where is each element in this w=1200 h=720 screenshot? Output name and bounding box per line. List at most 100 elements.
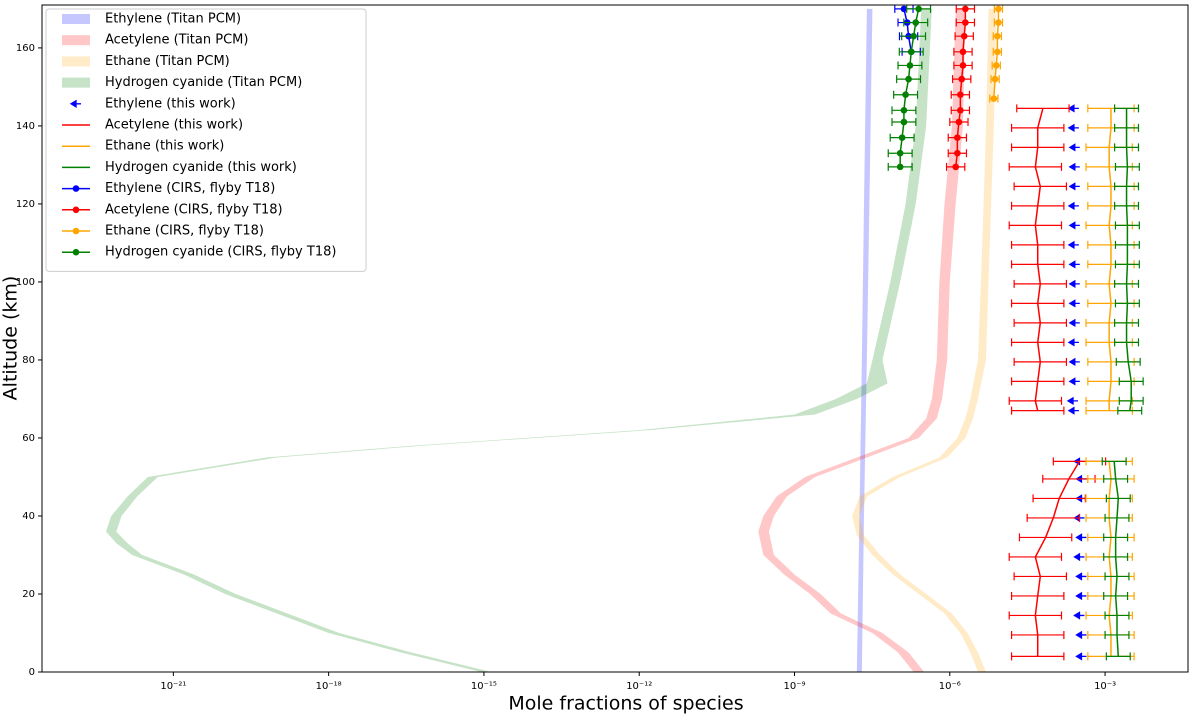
x-tick-label: 10⁻³ [1094, 681, 1116, 692]
legend-label: Ethane (CIRS, flyby T18) [105, 224, 264, 239]
error-bar [1114, 299, 1140, 308]
error-bar [1101, 457, 1127, 466]
error-bar [1010, 143, 1065, 152]
x-axis-label: Mole fractions of species [508, 693, 743, 715]
legend-label: Ethylene (Titan PCM) [105, 12, 241, 27]
error-bar [1114, 162, 1140, 171]
marker [896, 149, 904, 157]
error-bar [1010, 377, 1065, 386]
profile-line [903, 8, 912, 52]
error-bar [1114, 279, 1140, 288]
marker [955, 118, 963, 126]
upper-limit-marker [1067, 201, 1079, 211]
upper-limit-marker [1068, 182, 1080, 191]
marker [906, 62, 914, 69]
marker [962, 5, 969, 13]
y-tick-label: 60 [22, 433, 35, 444]
error-bar [1103, 533, 1129, 542]
error-bar [1010, 652, 1065, 661]
error-bar [1114, 104, 1140, 113]
legend-label: Acetylene (this work) [105, 118, 243, 133]
error-bar [1013, 182, 1068, 191]
error-bar [1117, 406, 1143, 415]
legend-marker [72, 206, 80, 214]
legend-label: Ethylene (CIRS, flyby T18) [105, 181, 275, 196]
legend-label: Hydrogen cyanide (Titan PCM) [105, 75, 302, 90]
x-tick-label: 10⁻²¹ [160, 681, 186, 692]
upper-limit-marker [1068, 143, 1080, 152]
legend-marker [69, 99, 81, 108]
upper-limit-marker [1068, 260, 1080, 269]
error-bar [1008, 552, 1063, 561]
y-tick-label: 120 [16, 199, 35, 210]
error-bar [1026, 513, 1081, 522]
error-bar [1105, 494, 1131, 503]
marker [896, 163, 904, 171]
legend-box [45, 8, 367, 272]
plot-frame [41, 4, 1189, 673]
marker [900, 107, 908, 114]
marker [959, 48, 967, 56]
error-bar [1010, 406, 1065, 415]
error-bar [1103, 591, 1129, 600]
legend-label: Ethane (Titan PCM) [105, 54, 230, 69]
error-bar [1042, 474, 1096, 483]
error-bar [1118, 377, 1144, 386]
marker [990, 95, 998, 102]
y-tick-label: 0 [29, 667, 35, 678]
error-bar [1114, 338, 1140, 347]
marker [954, 149, 961, 157]
upper-limit-marker [1075, 572, 1087, 581]
legend-swatch [62, 14, 90, 24]
error-bar [1114, 201, 1140, 210]
error-bar [1010, 123, 1065, 132]
upper-limit-marker [1068, 377, 1080, 386]
upper-limit-marker [1067, 406, 1079, 415]
marker [912, 19, 920, 26]
error-bar [1008, 611, 1063, 620]
marker [960, 32, 968, 40]
legend-label: Ethane (this work) [105, 139, 224, 154]
error-bar [1114, 240, 1140, 249]
legend-label: Hydrogen cyanide (this work) [105, 160, 297, 175]
error-bar [1115, 357, 1141, 366]
profile-line [1108, 108, 1112, 657]
legend-label: Hydrogen cyanide (CIRS, flyby T18) [105, 245, 336, 260]
marker [900, 5, 908, 13]
error-bar [1013, 318, 1068, 327]
legend-swatch [62, 35, 90, 46]
marker [994, 48, 1001, 56]
error-bar [1008, 221, 1063, 230]
marker [910, 32, 917, 40]
marker [992, 62, 1000, 69]
marker [958, 75, 966, 83]
y-tick-label: 40 [22, 511, 35, 522]
x-tick-label: 10⁻⁹ [783, 681, 805, 692]
legend-swatch [62, 77, 90, 88]
error-bar [1103, 474, 1129, 483]
upper-limit-marker [1067, 104, 1079, 113]
error-bar [1010, 240, 1065, 249]
legend-marker [72, 248, 80, 256]
marker [954, 134, 961, 141]
upper-limit-marker [1073, 611, 1085, 620]
upper-limit-marker [1066, 396, 1078, 406]
error-bar [1008, 396, 1063, 405]
upper-limit-marker [1075, 591, 1087, 601]
error-bar [1114, 182, 1140, 191]
marker [995, 19, 1002, 26]
error-bar [1114, 318, 1140, 327]
marker [907, 48, 915, 56]
error-bar [1013, 279, 1068, 288]
error-bar [1010, 338, 1065, 347]
error-bar [1010, 630, 1065, 639]
x-tick-label: 10⁻¹⁵ [471, 681, 497, 692]
marker [995, 5, 1002, 13]
error-bar [1114, 143, 1140, 152]
marker [898, 134, 906, 141]
marker [957, 91, 964, 99]
marker [952, 163, 959, 171]
upper-limit-marker [1075, 630, 1087, 640]
error-bar [1010, 201, 1065, 210]
